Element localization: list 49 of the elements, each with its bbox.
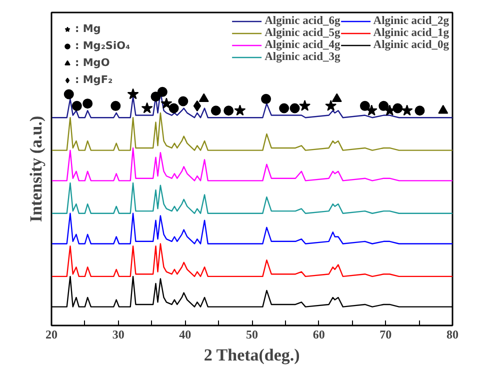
legend-label: Alginic acid_4g [264, 39, 340, 51]
point [332, 93, 342, 102]
point [193, 100, 202, 112]
point [198, 93, 209, 102]
legend-label: : Mg₂SiO₄ [75, 39, 130, 53]
point [378, 100, 389, 111]
point [438, 104, 448, 114]
point [160, 98, 172, 109]
point [72, 100, 82, 111]
x-tick-label: 40 [179, 328, 192, 342]
legend-label: : MgO [75, 56, 110, 70]
x-tick-label: 70 [380, 328, 392, 342]
legend-label: Alginic acid_0g [373, 39, 449, 51]
point [366, 104, 378, 116]
legend-label: Alginic acid_2g [373, 15, 449, 27]
point [224, 106, 234, 116]
point [82, 98, 93, 109]
point [210, 106, 221, 116]
point [299, 100, 311, 111]
legend-label: Alginic acid_6g [264, 15, 340, 27]
point [401, 104, 413, 116]
point [325, 100, 337, 111]
x-axis-title: 2 Theta(deg.) [204, 346, 300, 364]
legend-label: : MgF₂ [75, 73, 113, 87]
x-tick-label: 20 [46, 328, 58, 342]
point [150, 92, 161, 102]
point [168, 103, 179, 114]
point [392, 103, 403, 114]
point [290, 103, 300, 114]
point [360, 100, 370, 111]
x-tick-label: 30 [112, 328, 124, 342]
point [234, 104, 246, 116]
x-tick-label: 80 [446, 328, 458, 342]
point [178, 96, 188, 106]
y-axis-title: Intensity (a.u.) [26, 116, 46, 222]
point [127, 88, 139, 100]
legend-label: Alginic acid_1g [373, 27, 449, 39]
point [414, 106, 425, 116]
legend-label: Alginic acid_3g [264, 51, 340, 63]
point [279, 103, 290, 114]
point [261, 94, 272, 104]
x-tick-label: 50 [246, 328, 258, 342]
point [157, 86, 168, 97]
point [64, 89, 74, 100]
legend-label: : Mg [75, 22, 101, 36]
point [141, 102, 153, 114]
legend-label: Alginic acid_5g [264, 27, 340, 39]
x-tick-label: 60 [312, 328, 325, 342]
point [110, 100, 121, 111]
